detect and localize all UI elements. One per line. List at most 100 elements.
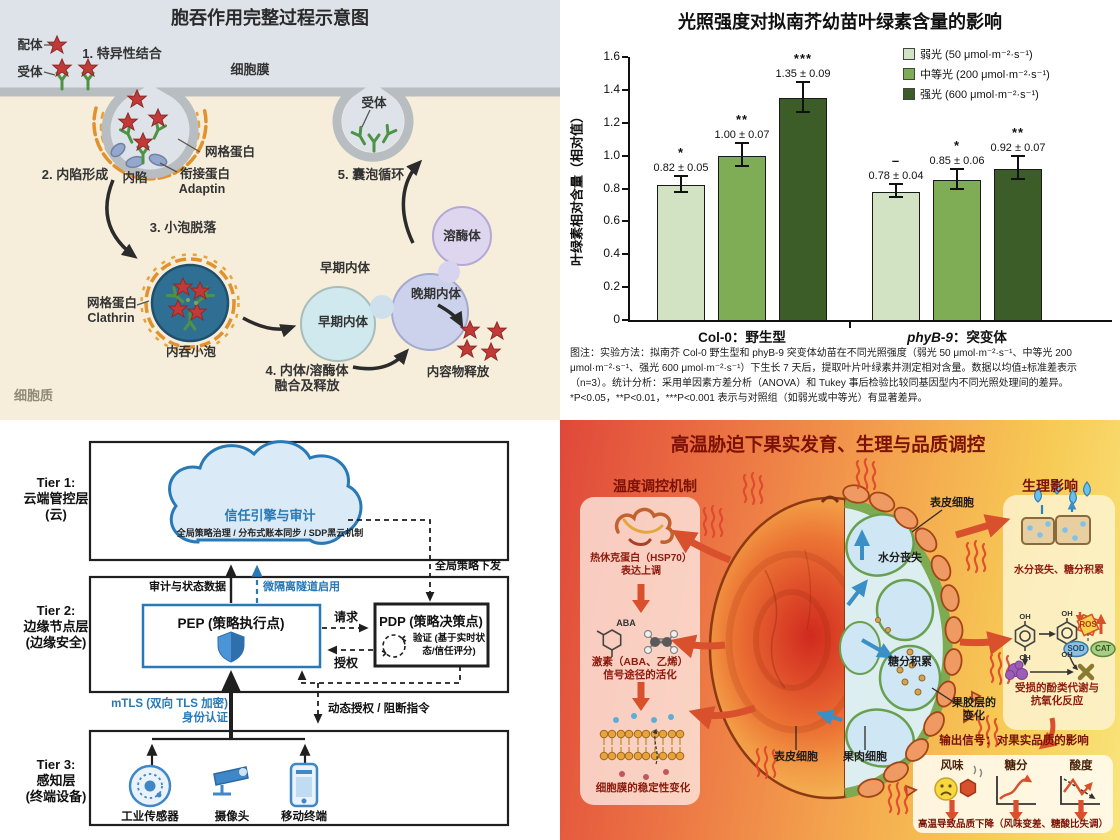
receptor2-label: 受体	[361, 96, 387, 110]
pectin-label-line2: 变化	[963, 710, 985, 722]
bar-value-label: 1.00 ± 0.07	[714, 129, 770, 142]
hsp-label-line2: 表达上调	[621, 566, 661, 577]
legend-swatch	[903, 88, 915, 100]
policy-push-label: 全局策略下发	[435, 560, 501, 572]
significance-label: *	[953, 138, 961, 154]
legend-label: 强光 (600 μmol·m⁻²·s⁻¹)	[920, 89, 1039, 101]
x-category-label: Col-0：野生型	[698, 330, 786, 345]
ligand-label: 配体	[17, 38, 43, 52]
error-bar	[680, 177, 682, 194]
legend-entry: 中等光 (200 μmol·m⁻²·s⁻¹)	[903, 66, 1050, 82]
legend-swatch	[903, 48, 915, 60]
y-tick-label: 0.8	[603, 180, 620, 195]
tier1-label-line3: (云)	[45, 507, 67, 522]
chart-legend: 弱光 (50 μmol·m⁻²·s⁻¹) 中等光 (200 μmol·m⁻²·s⁻…	[903, 46, 1050, 106]
legend-swatch	[903, 68, 915, 80]
authz-label: 授权	[333, 656, 359, 670]
bar-value-label: 0.85 ± 0.06	[929, 155, 985, 168]
legend-entry: 弱光 (50 μmol·m⁻²·s⁻¹)	[903, 46, 1050, 62]
error-bar	[895, 185, 897, 199]
error-cap	[735, 142, 749, 145]
temperature-mechanism-panel	[580, 497, 700, 805]
quality-item-sugar: 糖分	[1004, 760, 1028, 772]
endosome-chain-shape	[300, 206, 492, 362]
refresh-icon	[381, 634, 407, 658]
error-bar	[802, 83, 804, 113]
y-tick-mark	[622, 253, 628, 256]
device-label-sensor: 工业传感器	[121, 811, 179, 823]
audit-data-label: 审计与状态数据	[149, 581, 226, 593]
y-tick-mark	[622, 121, 628, 124]
cloud-shape	[168, 440, 363, 545]
significance-label: ***	[793, 51, 813, 67]
panel-chlorophyll-chart: 光照强度对拟南芥幼苗叶绿素含量的影响 叶绿素相对含量（相对值） 0 0.2 0.4 0…	[560, 0, 1120, 420]
pit-label: 内陷	[122, 171, 148, 185]
water-sugar-label: 水分丧失、糖分积累	[1014, 565, 1104, 576]
mobile-phone-icon	[289, 762, 319, 808]
y-tick-mark	[622, 88, 628, 91]
cat-label: CAT	[1095, 644, 1111, 653]
error-cap	[735, 165, 749, 168]
error-cap	[950, 168, 964, 171]
y-tick-label: 1.4	[603, 81, 620, 96]
request-label: 请求	[333, 610, 359, 624]
endocytosis-title: 胞吞作用完整过程示意图	[171, 8, 369, 28]
flow-lines	[146, 519, 461, 766]
pdp-label: PDP (策略决策点)	[379, 614, 483, 629]
chart-plot-area: 0 0.2 0.4 0.6 0.8 1.0 1.2 1.4 1.6 0.82 ± 0.05 * 1.0…	[603, 49, 1112, 345]
tier2-label-line3: (边缘安全)	[25, 635, 87, 650]
microseg-label: 微隔离隧道启用	[263, 581, 340, 593]
endocytosis-drawing	[0, 0, 560, 420]
mtls-label-line1: mTLS (双向 TLS 加密)	[111, 698, 228, 710]
clathrin-top-label: 网格蛋白	[204, 145, 256, 159]
cytoplasm-label: 细胞质	[14, 388, 54, 403]
chart-title: 光照强度对拟南芥幼苗叶绿素含量的影响	[678, 12, 1002, 32]
y-tick-label: 0.6	[603, 213, 620, 228]
tier3-label-line2: 感知层	[36, 773, 76, 788]
right-section-header: 生理影响	[1022, 478, 1078, 494]
y-tick-mark	[622, 220, 628, 223]
lysosome-label: 溶酶体	[443, 229, 481, 243]
chart-caption: 图注：实验方法：拟南芥 Col-0 野生型和 phyB-9 突变体幼苗在不同光照…	[570, 348, 1078, 404]
y-tick-mark	[622, 187, 628, 190]
error-cap	[674, 191, 688, 194]
y-tick-label: 1.0	[603, 147, 620, 162]
tier3-label-line1: Tier 3:	[36, 757, 76, 772]
mtls-label-line2: 身份认证	[182, 712, 228, 724]
pectin-label-line1: 果胶层的	[952, 697, 996, 709]
late-endosome-label: 晚期内体	[410, 287, 462, 301]
left-section-header: 温度调控机制	[613, 478, 697, 494]
panel-endocytosis: 胞吞作用完整过程示意图 配体 受体 1. 特异性结合 细胞膜 受体 网格蛋白 2…	[0, 0, 560, 420]
bar	[872, 191, 920, 320]
step4-line1-label: 4. 内体/溶酶体	[265, 363, 349, 378]
y-tick-label: 0.4	[603, 246, 620, 261]
tier2-label-line1: Tier 2:	[36, 603, 76, 618]
significance-label: **	[735, 112, 749, 128]
y-tick-label: 1.6	[603, 49, 620, 63]
phenol-label-line2: 抗氧化反应	[1030, 695, 1084, 707]
error-cap	[674, 175, 688, 177]
verify-label-line1: 验证 (基于实时状	[412, 633, 486, 644]
fruit-cross-section	[708, 496, 953, 800]
impact-arrows	[670, 514, 1058, 750]
early-endosome-label: 早期内体	[317, 315, 369, 329]
adaptin-en-label: Adaptin	[178, 182, 226, 196]
quality-item-acid: 酸度	[1069, 760, 1093, 772]
tier3-label-line3: (终端设备)	[25, 789, 87, 804]
x-tick-mark	[849, 322, 851, 328]
label-pointer-lines	[43, 44, 371, 306]
bar	[718, 155, 766, 320]
error-cap	[1011, 155, 1025, 158]
coated-vesicle-icon	[140, 253, 240, 353]
error-cap	[1011, 178, 1025, 181]
step1-label: 1. 特异性结合	[82, 46, 162, 61]
membrane-change-label: 细胞膜的稳定性变化	[595, 782, 691, 794]
bar-value-label: 0.92 ± 0.07	[990, 142, 1046, 155]
water-loss-label: 水分丧失	[878, 552, 922, 564]
architecture-drawing	[88, 440, 510, 827]
hormone-label-line1: 激素（ABA、乙烯）	[591, 656, 689, 668]
verify-label-line2: 态/信任评分)	[422, 646, 476, 657]
oh-label: OH	[1019, 653, 1031, 662]
clathrin-en-label: Clathrin	[87, 311, 135, 325]
y-tick-mark	[622, 154, 628, 157]
